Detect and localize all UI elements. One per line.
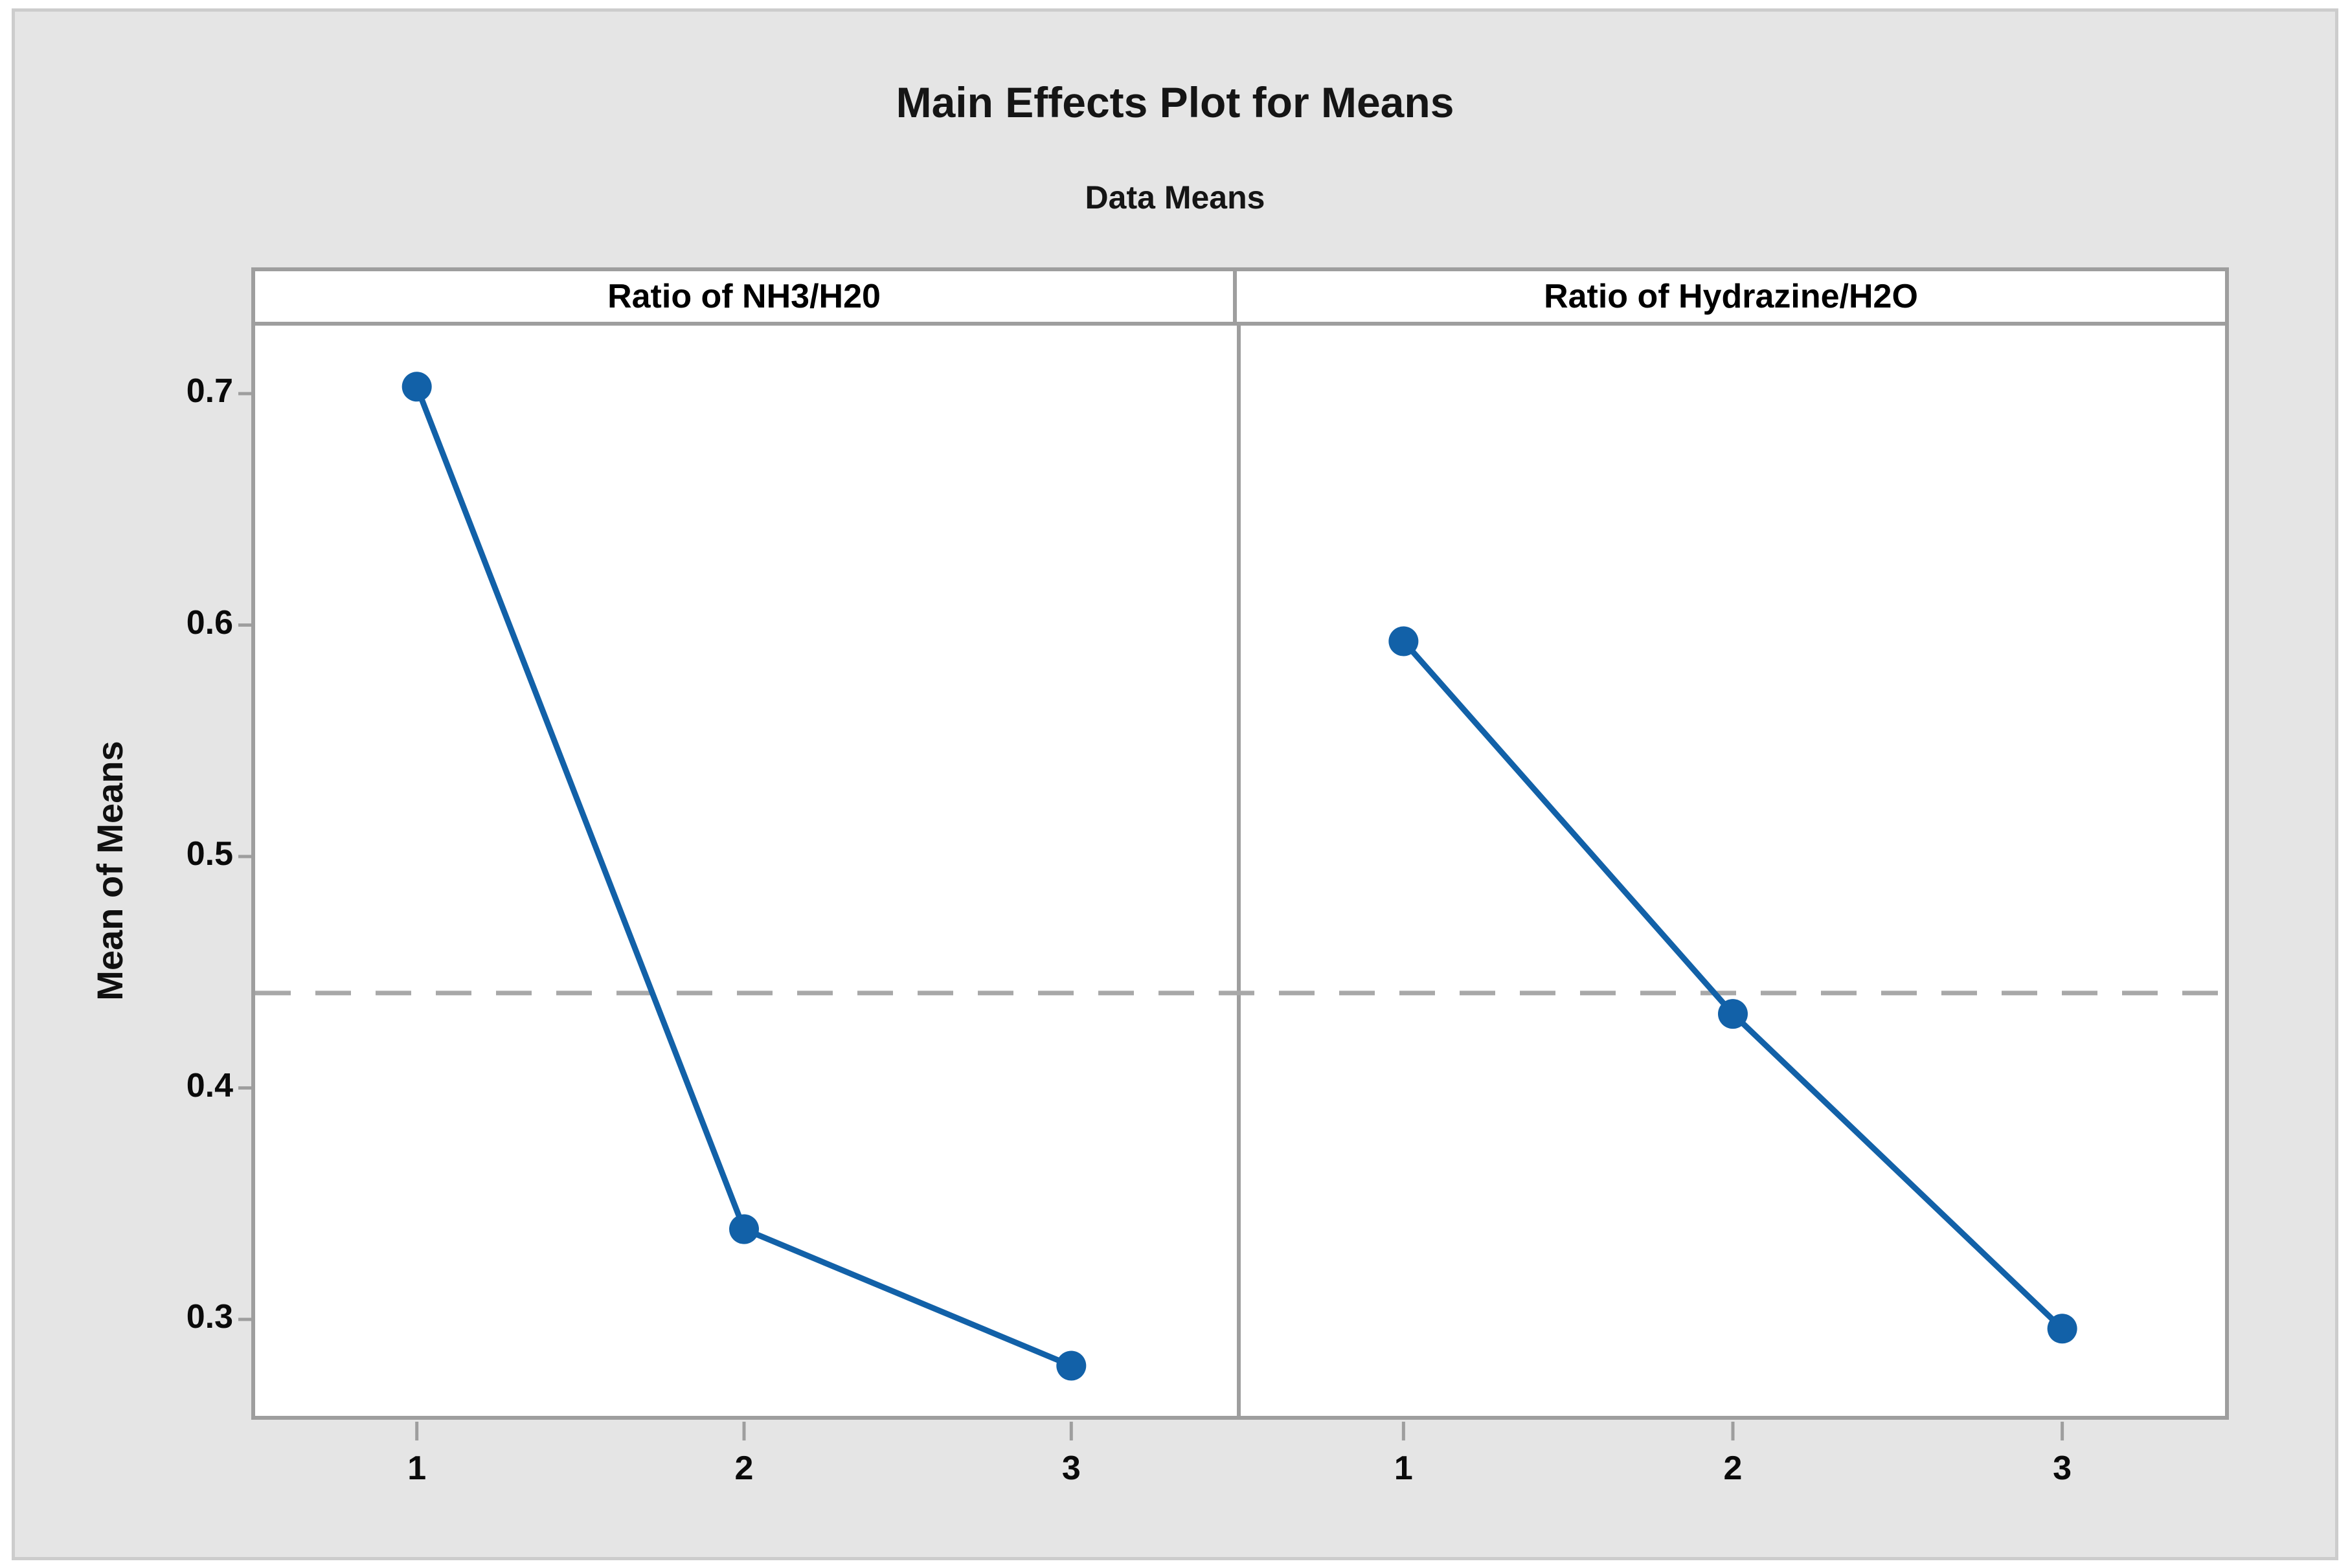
panel-divider bbox=[1237, 326, 1241, 1416]
panel-header-nh3-h20: Ratio of NH3/H20 bbox=[255, 271, 1237, 322]
y-tick-label: 0.7 bbox=[186, 372, 233, 410]
y-tick-label: 0.3 bbox=[186, 1298, 233, 1336]
x-tick-label: 1 bbox=[407, 1450, 427, 1487]
y-tick-label: 0.6 bbox=[186, 603, 233, 642]
x-tick-label: 3 bbox=[1061, 1450, 1081, 1487]
chart-title: Main Effects Plot for Means bbox=[896, 78, 1454, 126]
x-tick-label: 2 bbox=[1723, 1450, 1743, 1487]
plot-area bbox=[255, 326, 2225, 1416]
chart-subtitle: Data Means bbox=[1085, 179, 1265, 216]
panel-header-hydrazine-h2o: Ratio of Hydrazine/H2O bbox=[1237, 271, 2225, 322]
x-tick-label: 3 bbox=[2053, 1450, 2072, 1487]
x-tick-label: 1 bbox=[1394, 1450, 1413, 1487]
chart-region: Ratio of NH3/H20 Ratio of Hydrazine/H2O bbox=[251, 267, 2229, 1420]
y-tick-label: 0.4 bbox=[186, 1066, 233, 1104]
panel-header-band: Ratio of NH3/H20 Ratio of Hydrazine/H2O bbox=[255, 271, 2225, 326]
x-tick-label: 2 bbox=[734, 1450, 754, 1487]
y-tick-label: 0.5 bbox=[186, 835, 233, 873]
